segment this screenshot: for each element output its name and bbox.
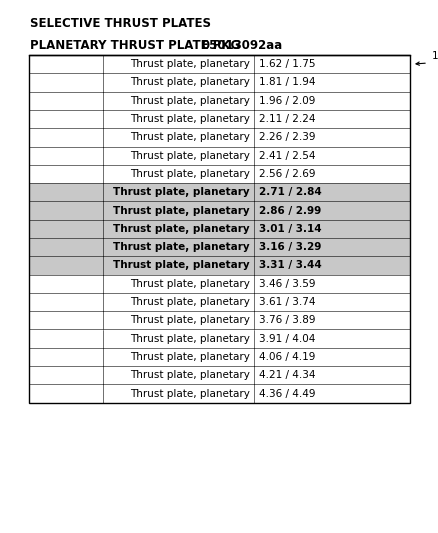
- Text: 1.62 / 1.75: 1.62 / 1.75: [259, 59, 315, 69]
- Bar: [29, 256, 410, 274]
- Text: Thrust plate, planetary: Thrust plate, planetary: [130, 279, 250, 289]
- Text: Thrust plate, planetary: Thrust plate, planetary: [130, 59, 250, 69]
- Text: 2.86 / 2.99: 2.86 / 2.99: [259, 206, 321, 215]
- Bar: [29, 220, 410, 238]
- Text: 3.16 / 3.29: 3.16 / 3.29: [259, 242, 321, 252]
- Text: 4.36 / 4.49: 4.36 / 4.49: [259, 389, 315, 399]
- Text: 3.76 / 3.89: 3.76 / 3.89: [259, 316, 315, 325]
- Text: Thrust plate, planetary: Thrust plate, planetary: [130, 77, 250, 87]
- Text: Thrust plate, planetary: Thrust plate, planetary: [130, 169, 250, 179]
- Text: Thrust plate, planetary: Thrust plate, planetary: [130, 334, 250, 344]
- Text: 1: 1: [432, 51, 438, 61]
- Text: Thrust plate, planetary: Thrust plate, planetary: [113, 224, 250, 234]
- Text: 3.46 / 3.59: 3.46 / 3.59: [259, 279, 315, 289]
- Text: Thrust plate, planetary: Thrust plate, planetary: [130, 316, 250, 325]
- Text: SELECTIVE THRUST PLATES: SELECTIVE THRUST PLATES: [30, 17, 211, 30]
- Text: 2.11 / 2.24: 2.11 / 2.24: [259, 114, 315, 124]
- Text: Thrust plate, planetary: Thrust plate, planetary: [130, 96, 250, 106]
- Text: 3.91 / 4.04: 3.91 / 4.04: [259, 334, 315, 344]
- Bar: [29, 183, 410, 201]
- Text: Thrust plate, planetary: Thrust plate, planetary: [130, 389, 250, 399]
- Text: Thrust plate, planetary: Thrust plate, planetary: [130, 132, 250, 142]
- Text: PLANETARY THRUST PLATE PKG: PLANETARY THRUST PLATE PKG: [30, 39, 240, 52]
- Text: 2.26 / 2.39: 2.26 / 2.39: [259, 132, 315, 142]
- Text: 1.81 / 1.94: 1.81 / 1.94: [259, 77, 315, 87]
- Text: 3.61 / 3.74: 3.61 / 3.74: [259, 297, 315, 307]
- Bar: [29, 201, 410, 220]
- Text: Thrust plate, planetary: Thrust plate, planetary: [113, 206, 250, 215]
- Text: 4.21 / 4.34: 4.21 / 4.34: [259, 370, 315, 380]
- Text: Thrust plate, planetary: Thrust plate, planetary: [130, 352, 250, 362]
- Text: Thrust plate, planetary: Thrust plate, planetary: [130, 151, 250, 160]
- Bar: [29, 55, 410, 403]
- Text: Thrust plate, planetary: Thrust plate, planetary: [130, 370, 250, 380]
- Bar: [29, 238, 410, 256]
- Text: Thrust plate, planetary: Thrust plate, planetary: [113, 242, 250, 252]
- Text: Thrust plate, planetary: Thrust plate, planetary: [130, 114, 250, 124]
- Text: 1.96 / 2.09: 1.96 / 2.09: [259, 96, 315, 106]
- Text: 2.41 / 2.54: 2.41 / 2.54: [259, 151, 315, 160]
- Text: 4.06 / 4.19: 4.06 / 4.19: [259, 352, 315, 362]
- Text: 3.01 / 3.14: 3.01 / 3.14: [259, 224, 321, 234]
- Text: Thrust plate, planetary: Thrust plate, planetary: [113, 261, 250, 270]
- Text: 2.71 / 2.84: 2.71 / 2.84: [259, 187, 321, 197]
- Text: 05013092aa: 05013092aa: [202, 39, 283, 52]
- Text: 3.31 / 3.44: 3.31 / 3.44: [259, 261, 321, 270]
- Text: Thrust plate, planetary: Thrust plate, planetary: [130, 297, 250, 307]
- Text: 2.56 / 2.69: 2.56 / 2.69: [259, 169, 315, 179]
- Text: Thrust plate, planetary: Thrust plate, planetary: [113, 187, 250, 197]
